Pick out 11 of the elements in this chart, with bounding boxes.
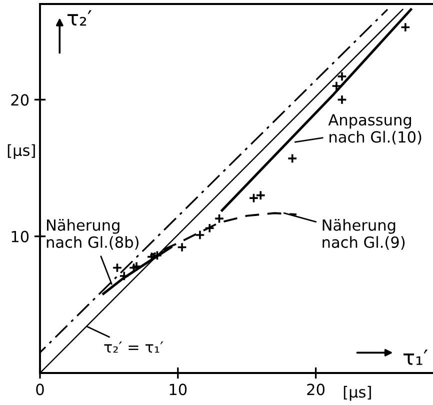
annotation: Anpassung nach Gl.(10) xyxy=(328,114,422,145)
annotation: τ₂′ = τ₁′ xyxy=(104,341,164,353)
y-axis-title: τ₂′ xyxy=(68,10,92,26)
x-tick-label: 0 xyxy=(36,384,44,396)
x-axis-title: τ₁′ xyxy=(404,350,428,365)
annotation: Näherung nach Gl.(8b) xyxy=(46,219,138,250)
text: [μs] xyxy=(8,144,35,159)
x-tick-label: 20 xyxy=(307,384,324,396)
text: [μs] xyxy=(344,386,371,401)
annotation: Näherung nach Gl.(9) xyxy=(322,219,405,250)
x-tick-label: 10 xyxy=(170,384,187,396)
